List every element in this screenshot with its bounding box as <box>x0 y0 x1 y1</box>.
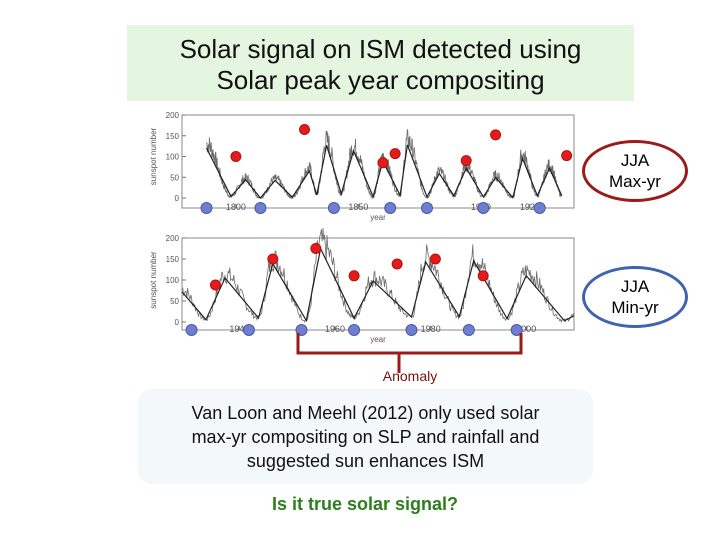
reference-note: Van Loon and Meehl (2012) only used sola… <box>138 389 593 484</box>
max-year-marker <box>391 258 403 270</box>
x-tick-label: 1920 <box>520 202 540 212</box>
legend-min-line2: Min-yr <box>611 298 659 317</box>
min-year-marker <box>510 324 523 336</box>
legend-min-year: JJA Min-yr <box>582 266 688 328</box>
x-axis-label: year <box>370 213 386 222</box>
min-year-marker <box>327 202 340 214</box>
y-tick-label: 0 <box>175 194 180 203</box>
min-year-marker <box>477 202 490 214</box>
chart-bottom: 0 50 100 150 200 1940 1960 1980 2000 year sunspot … <box>149 227 575 344</box>
max-year-marker <box>490 129 502 141</box>
y-axis-label: sunspot number <box>149 251 158 309</box>
x-tick-label: 1940 <box>229 324 249 334</box>
max-year-marker <box>477 270 489 282</box>
x-axis-label: year <box>370 335 386 344</box>
max-year-marker <box>310 243 322 254</box>
x-tick-label: 1980 <box>421 324 441 334</box>
min-year-marker <box>533 202 546 214</box>
anomaly-label: Anomaly <box>382 368 438 384</box>
max-year-marker <box>299 124 310 136</box>
x-tick-label: 1800 <box>226 202 246 212</box>
legend-max-line2: Max-yr <box>609 172 661 191</box>
legend-max-line1: JJA <box>620 151 650 170</box>
reference-note-line3: suggested sun enhances ISM <box>246 451 485 471</box>
legend-min-line1: JJA <box>620 277 650 296</box>
y-tick-label: 200 <box>166 234 180 243</box>
min-year-marker <box>200 202 213 214</box>
y-tick-label: 50 <box>170 297 179 306</box>
legend-max-year: JJA Max-yr <box>582 140 688 202</box>
reference-note-line2: max-yr compositing on SLP and rainfall a… <box>191 427 540 447</box>
x-tick-label: 1960 <box>325 324 345 334</box>
min-year-marker <box>405 324 418 336</box>
max-year-marker <box>389 148 401 160</box>
min-year-marker <box>242 324 255 336</box>
min-year-marker <box>462 324 475 336</box>
min-year-marker <box>254 202 267 214</box>
max-year-marker <box>429 253 441 265</box>
x-tick-label: 2000 <box>516 324 536 334</box>
max-year-marker <box>267 253 279 265</box>
min-year-marker <box>295 324 308 336</box>
chart-top: 0501001502001800185019001920yearsunspot … <box>149 111 575 222</box>
reference-note-line1: Van Loon and Meehl (2012) only used sola… <box>191 403 540 423</box>
y-tick-label: 100 <box>166 276 180 285</box>
min-year-marker <box>421 202 433 214</box>
y-tick-label: 200 <box>166 111 180 120</box>
min-year-marker <box>348 324 361 336</box>
max-year-marker <box>460 155 472 167</box>
sunspot-series-line <box>181 227 575 323</box>
slide-title-line2: Solar peak year compositing <box>216 65 545 95</box>
sunspot-smoothed-line <box>181 246 575 323</box>
min-year-marker <box>185 324 198 336</box>
max-year-marker <box>377 157 389 169</box>
y-tick-label: 100 <box>166 153 180 162</box>
max-year-marker <box>348 270 360 282</box>
y-tick-label: 150 <box>166 132 180 141</box>
max-year-marker <box>230 151 242 162</box>
slide-title: Solar signal on ISM detected using Solar… <box>127 25 634 101</box>
y-tick-label: 50 <box>170 173 179 182</box>
max-year-marker <box>209 279 221 291</box>
sunspot-smoothed-line <box>205 144 563 199</box>
anomaly-bracket <box>296 333 523 373</box>
min-year-marker <box>384 202 397 214</box>
y-axis-label: sunspot number <box>149 127 158 185</box>
slide-title-line1: Solar signal on ISM detected using <box>179 34 582 64</box>
y-tick-label: 0 <box>175 318 180 327</box>
plot-frame <box>181 237 575 331</box>
x-tick-label: 1850 <box>348 202 368 212</box>
y-tick-label: 150 <box>166 255 180 264</box>
question-text: Is it true solar signal? <box>271 494 459 514</box>
max-year-marker <box>561 150 573 162</box>
bracket-shape <box>296 333 523 373</box>
